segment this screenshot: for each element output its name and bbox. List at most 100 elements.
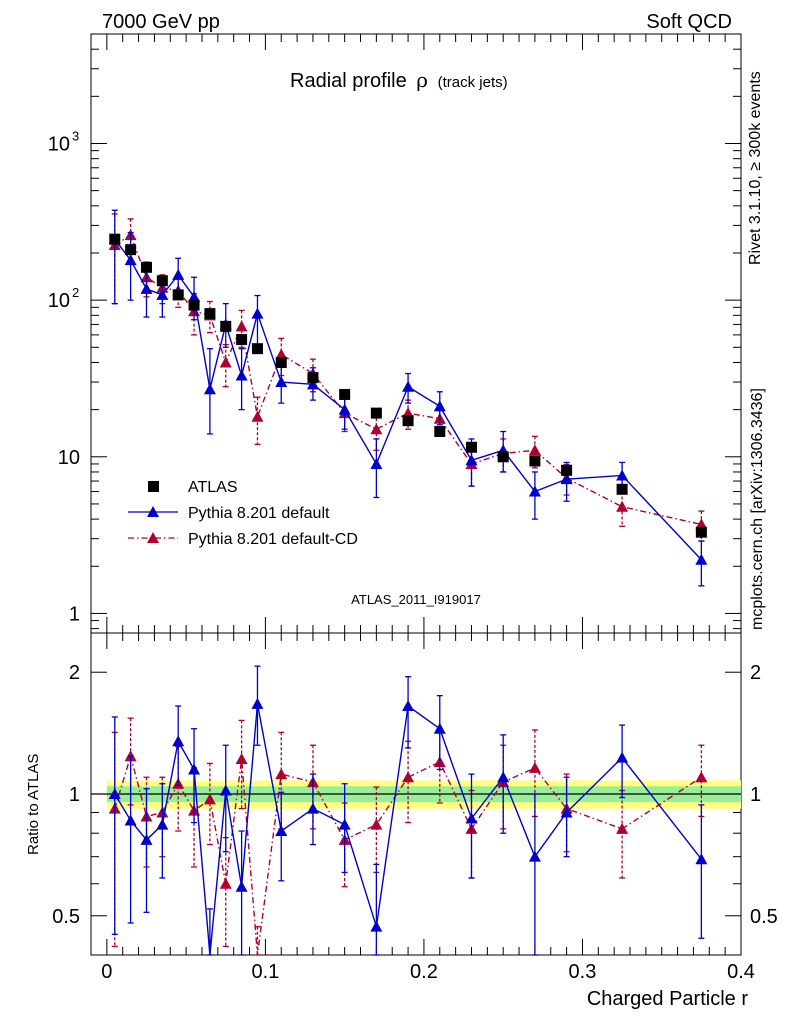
atlas-point [109, 233, 121, 245]
ratio-pythia-default-point [251, 697, 264, 709]
ratio-pythia-default-point [156, 818, 169, 830]
ratio-pythia-default-point [465, 812, 478, 824]
ratio-pythia-default-point [695, 853, 708, 865]
main-title-text: Radial profile [290, 70, 407, 92]
x-tick-labels: 0 0.1 0.2 0.3 0.4 [101, 961, 755, 983]
main-y-tick-label: 10 [48, 290, 70, 312]
atlas-point [561, 464, 573, 476]
ratio-pythia-cd-point [235, 753, 248, 765]
analysis-label: ATLAS_2011_I919017 [351, 592, 481, 607]
ratio-pythia-default-series [108, 665, 708, 956]
ratio-y-tick-label-right: 0.5 [750, 906, 778, 928]
atlas-point [616, 483, 628, 495]
pythia-cd-line [114, 234, 702, 526]
atlas-point [307, 372, 319, 384]
x-tick-label: 0.2 [410, 961, 438, 983]
pythia-default-point [433, 400, 446, 412]
ratio-pythia-default-point [560, 806, 573, 818]
ratio-pythia-default-point [124, 814, 137, 826]
pythia-default-point [203, 383, 216, 395]
pythia-default-point [402, 380, 415, 392]
atlas-point [188, 299, 200, 311]
ratio-pythia-cd-point [203, 793, 216, 805]
legend-label-pythia-cd: Pythia 8.201 default-CD [188, 531, 358, 548]
main-y-tick-label: 1 [69, 603, 80, 625]
ratio-series-group [108, 665, 708, 956]
pythia-default-point [465, 454, 478, 466]
ratio-pythia-default-point [108, 788, 121, 799]
ratio-pythia-cd-series [108, 717, 708, 956]
ratio-pythia-default-point [172, 735, 185, 747]
mcplots-label: mcplots.cern.ch [arXiv:1306.3436] [749, 388, 766, 630]
ratio-pythia-default-point [370, 920, 383, 932]
ratio-pythia-default-point [306, 802, 319, 814]
ratio-y-tick-label-left: 0.5 [52, 906, 80, 928]
atlas-point [370, 407, 382, 419]
ratio-pythia-default-point [188, 763, 201, 775]
pythia-cd-point [528, 444, 541, 456]
pythia-default-line [114, 238, 702, 561]
pythia-cd-point [275, 348, 288, 360]
ratio-pythia-cd-point [275, 768, 288, 780]
x-axis-label: Charged Particle r [587, 988, 749, 1010]
pythia-default-point [528, 485, 541, 497]
ratio-axis-ticks [91, 633, 742, 956]
ratio-y-tick-label-left: 2 [69, 662, 80, 684]
ratio-panel: 0.5 0.51 12 2 0 0.1 0.2 0.3 0.4 Ratio to ATLAS … [25, 632, 778, 1010]
atlas-point [465, 441, 477, 453]
pythia-default-point [188, 290, 201, 302]
x-tick-label: 0.1 [251, 961, 279, 983]
main-series-group [108, 209, 708, 587]
ratio-pythia-cd-point [528, 761, 541, 773]
pythia-default-point [695, 553, 708, 565]
ratio-pythia-default-point [616, 751, 629, 763]
pythia-default-point [251, 307, 264, 319]
pythia-cd-point [251, 410, 264, 422]
atlas-point [275, 356, 287, 368]
ratio-pythia-default-point [219, 784, 232, 796]
ratio-pythia-cd-point [695, 771, 708, 783]
pythia-cd-point [219, 356, 232, 368]
x-tick-label: 0 [101, 961, 112, 983]
main-title: Radial profile ρ (track jets) [290, 68, 508, 92]
atlas-point [156, 275, 168, 287]
ratio-y-tick-label-left: 1 [69, 784, 80, 806]
ratio-pythia-cd-line [114, 753, 702, 956]
pythia-cd-point [235, 320, 248, 332]
ratio-pythia-cd-point [402, 771, 415, 783]
pythia-default-point [275, 376, 288, 388]
pythia-cd-point [616, 500, 629, 512]
pythia-default-point [370, 457, 383, 469]
ratio-pythia-default-point [402, 700, 415, 712]
ratio-pythia-default-line [114, 703, 702, 956]
ratio-pythia-default-point [528, 850, 541, 862]
ratio-y-axis-label: Ratio to ATLAS [25, 754, 42, 855]
legend-marker-atlas [148, 481, 159, 492]
atlas-point [236, 334, 248, 346]
atlas-point [140, 261, 152, 273]
atlas-point [204, 308, 216, 320]
main-y-tick-label: 10 [58, 447, 80, 469]
pythia-default-point [560, 473, 573, 485]
header-left-label: 7000 GeV pp [102, 11, 220, 33]
atlas-series [109, 233, 707, 538]
pythia-cd-point [370, 423, 383, 435]
ratio-pythia-default-point [140, 833, 153, 845]
ratio-pythia-cd-point [370, 818, 383, 830]
header-right-label: Soft QCD [646, 11, 732, 33]
x-tick-label: 0.3 [569, 961, 597, 983]
pythia-default-series [108, 209, 708, 587]
atlas-point [339, 388, 351, 400]
ratio-pythia-cd-point [219, 877, 232, 889]
main-y-tick-exponent: 2 [72, 285, 79, 300]
ratio-y-tick-label-right: 1 [750, 784, 761, 806]
pythia-default-point [338, 403, 351, 415]
ratio-reference-band [91, 780, 742, 809]
pythia-default-point [172, 268, 185, 280]
main-y-tick-label: 10 [48, 133, 70, 155]
atlas-point [497, 451, 509, 463]
ratio-y-tick-labels: 0.5 0.5 1 1 2 2 [52, 662, 778, 928]
